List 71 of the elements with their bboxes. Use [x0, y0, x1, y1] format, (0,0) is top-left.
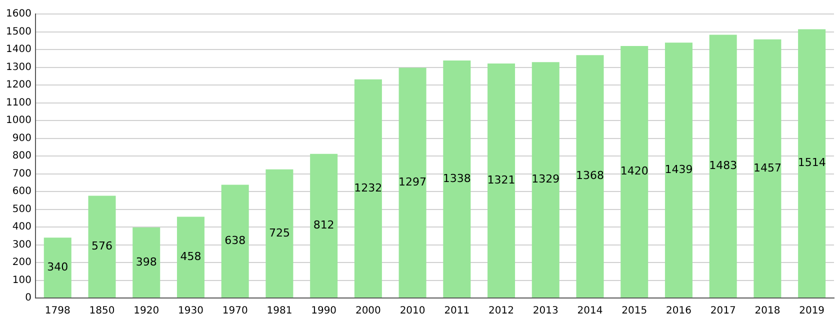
data-label: 458 — [180, 250, 202, 263]
data-label: 1420 — [620, 164, 648, 178]
bar — [266, 169, 294, 298]
x-tick-label: 2012 — [488, 306, 514, 317]
data-label: 1457 — [753, 161, 782, 174]
bar — [798, 29, 826, 298]
bar — [488, 64, 516, 298]
x-tick-label: 2010 — [400, 306, 426, 317]
data-label: 1514 — [798, 156, 826, 170]
bar — [709, 34, 737, 298]
y-tick-label: 700 — [12, 168, 32, 180]
y-tick-label: 1200 — [6, 80, 32, 91]
data-label: 1368 — [576, 169, 604, 182]
data-label: 1439 — [664, 162, 693, 176]
data-label: 1338 — [442, 172, 471, 185]
bar — [310, 154, 338, 298]
x-tick-label: 2018 — [754, 306, 780, 317]
data-label: 1483 — [709, 158, 738, 172]
y-tick-label: 800 — [12, 150, 32, 162]
bar — [88, 196, 116, 298]
x-tick-label: 1930 — [178, 306, 204, 317]
y-tick-label: 1000 — [6, 115, 32, 126]
data-label: 340 — [47, 260, 68, 274]
data-label: 725 — [268, 226, 290, 240]
y-tick-label: 0 — [25, 292, 32, 304]
x-tick-label: 2011 — [444, 306, 470, 317]
y-tick-label: 100 — [12, 274, 32, 286]
x-tick-label: 2017 — [710, 306, 736, 317]
bar — [354, 79, 382, 298]
data-label: 1232 — [354, 181, 382, 194]
x-tick-label: 1920 — [134, 306, 160, 317]
x-tick-label: 1990 — [311, 306, 337, 317]
y-tick-label: 1400 — [6, 44, 32, 56]
data-label: 1321 — [487, 173, 516, 186]
data-label: 812 — [313, 218, 334, 232]
y-tick-label: 500 — [12, 204, 32, 215]
bar — [620, 46, 648, 298]
y-tick-label: 300 — [12, 239, 32, 250]
y-tick-label: 1600 — [6, 8, 32, 20]
bar — [532, 62, 560, 298]
y-tick-label: 200 — [12, 257, 32, 268]
bar — [576, 55, 604, 298]
x-tick-label: 2013 — [532, 306, 558, 317]
x-tick-label: 2000 — [355, 306, 381, 317]
data-label: 1329 — [532, 172, 560, 186]
x-tick-label: 1850 — [89, 306, 115, 317]
y-tick-label: 900 — [12, 132, 32, 144]
bar — [44, 238, 72, 298]
bar — [754, 39, 782, 298]
data-label: 576 — [91, 239, 112, 252]
x-tick-label: 2015 — [622, 306, 648, 317]
x-tick-label: 1981 — [266, 306, 292, 317]
bar — [398, 68, 426, 298]
y-tick-label: 1500 — [6, 26, 32, 38]
bar — [664, 42, 692, 298]
y-tick-label: 1300 — [6, 62, 32, 73]
x-tick-label: 2016 — [666, 306, 692, 317]
data-label: 638 — [224, 234, 246, 247]
bar — [132, 227, 160, 298]
bar — [176, 216, 204, 298]
bar — [221, 184, 249, 298]
x-tick-label: 2019 — [799, 306, 825, 317]
x-tick-label: 1970 — [222, 306, 248, 317]
bar — [443, 60, 471, 298]
y-tick-label: 400 — [12, 222, 32, 233]
data-label: 1297 — [398, 176, 427, 188]
data-label: 398 — [136, 255, 157, 268]
y-tick-label: 1100 — [6, 97, 32, 108]
x-tick-label: 1798 — [44, 306, 70, 317]
x-tick-label: 2014 — [577, 306, 603, 317]
y-tick-label: 600 — [12, 186, 32, 198]
